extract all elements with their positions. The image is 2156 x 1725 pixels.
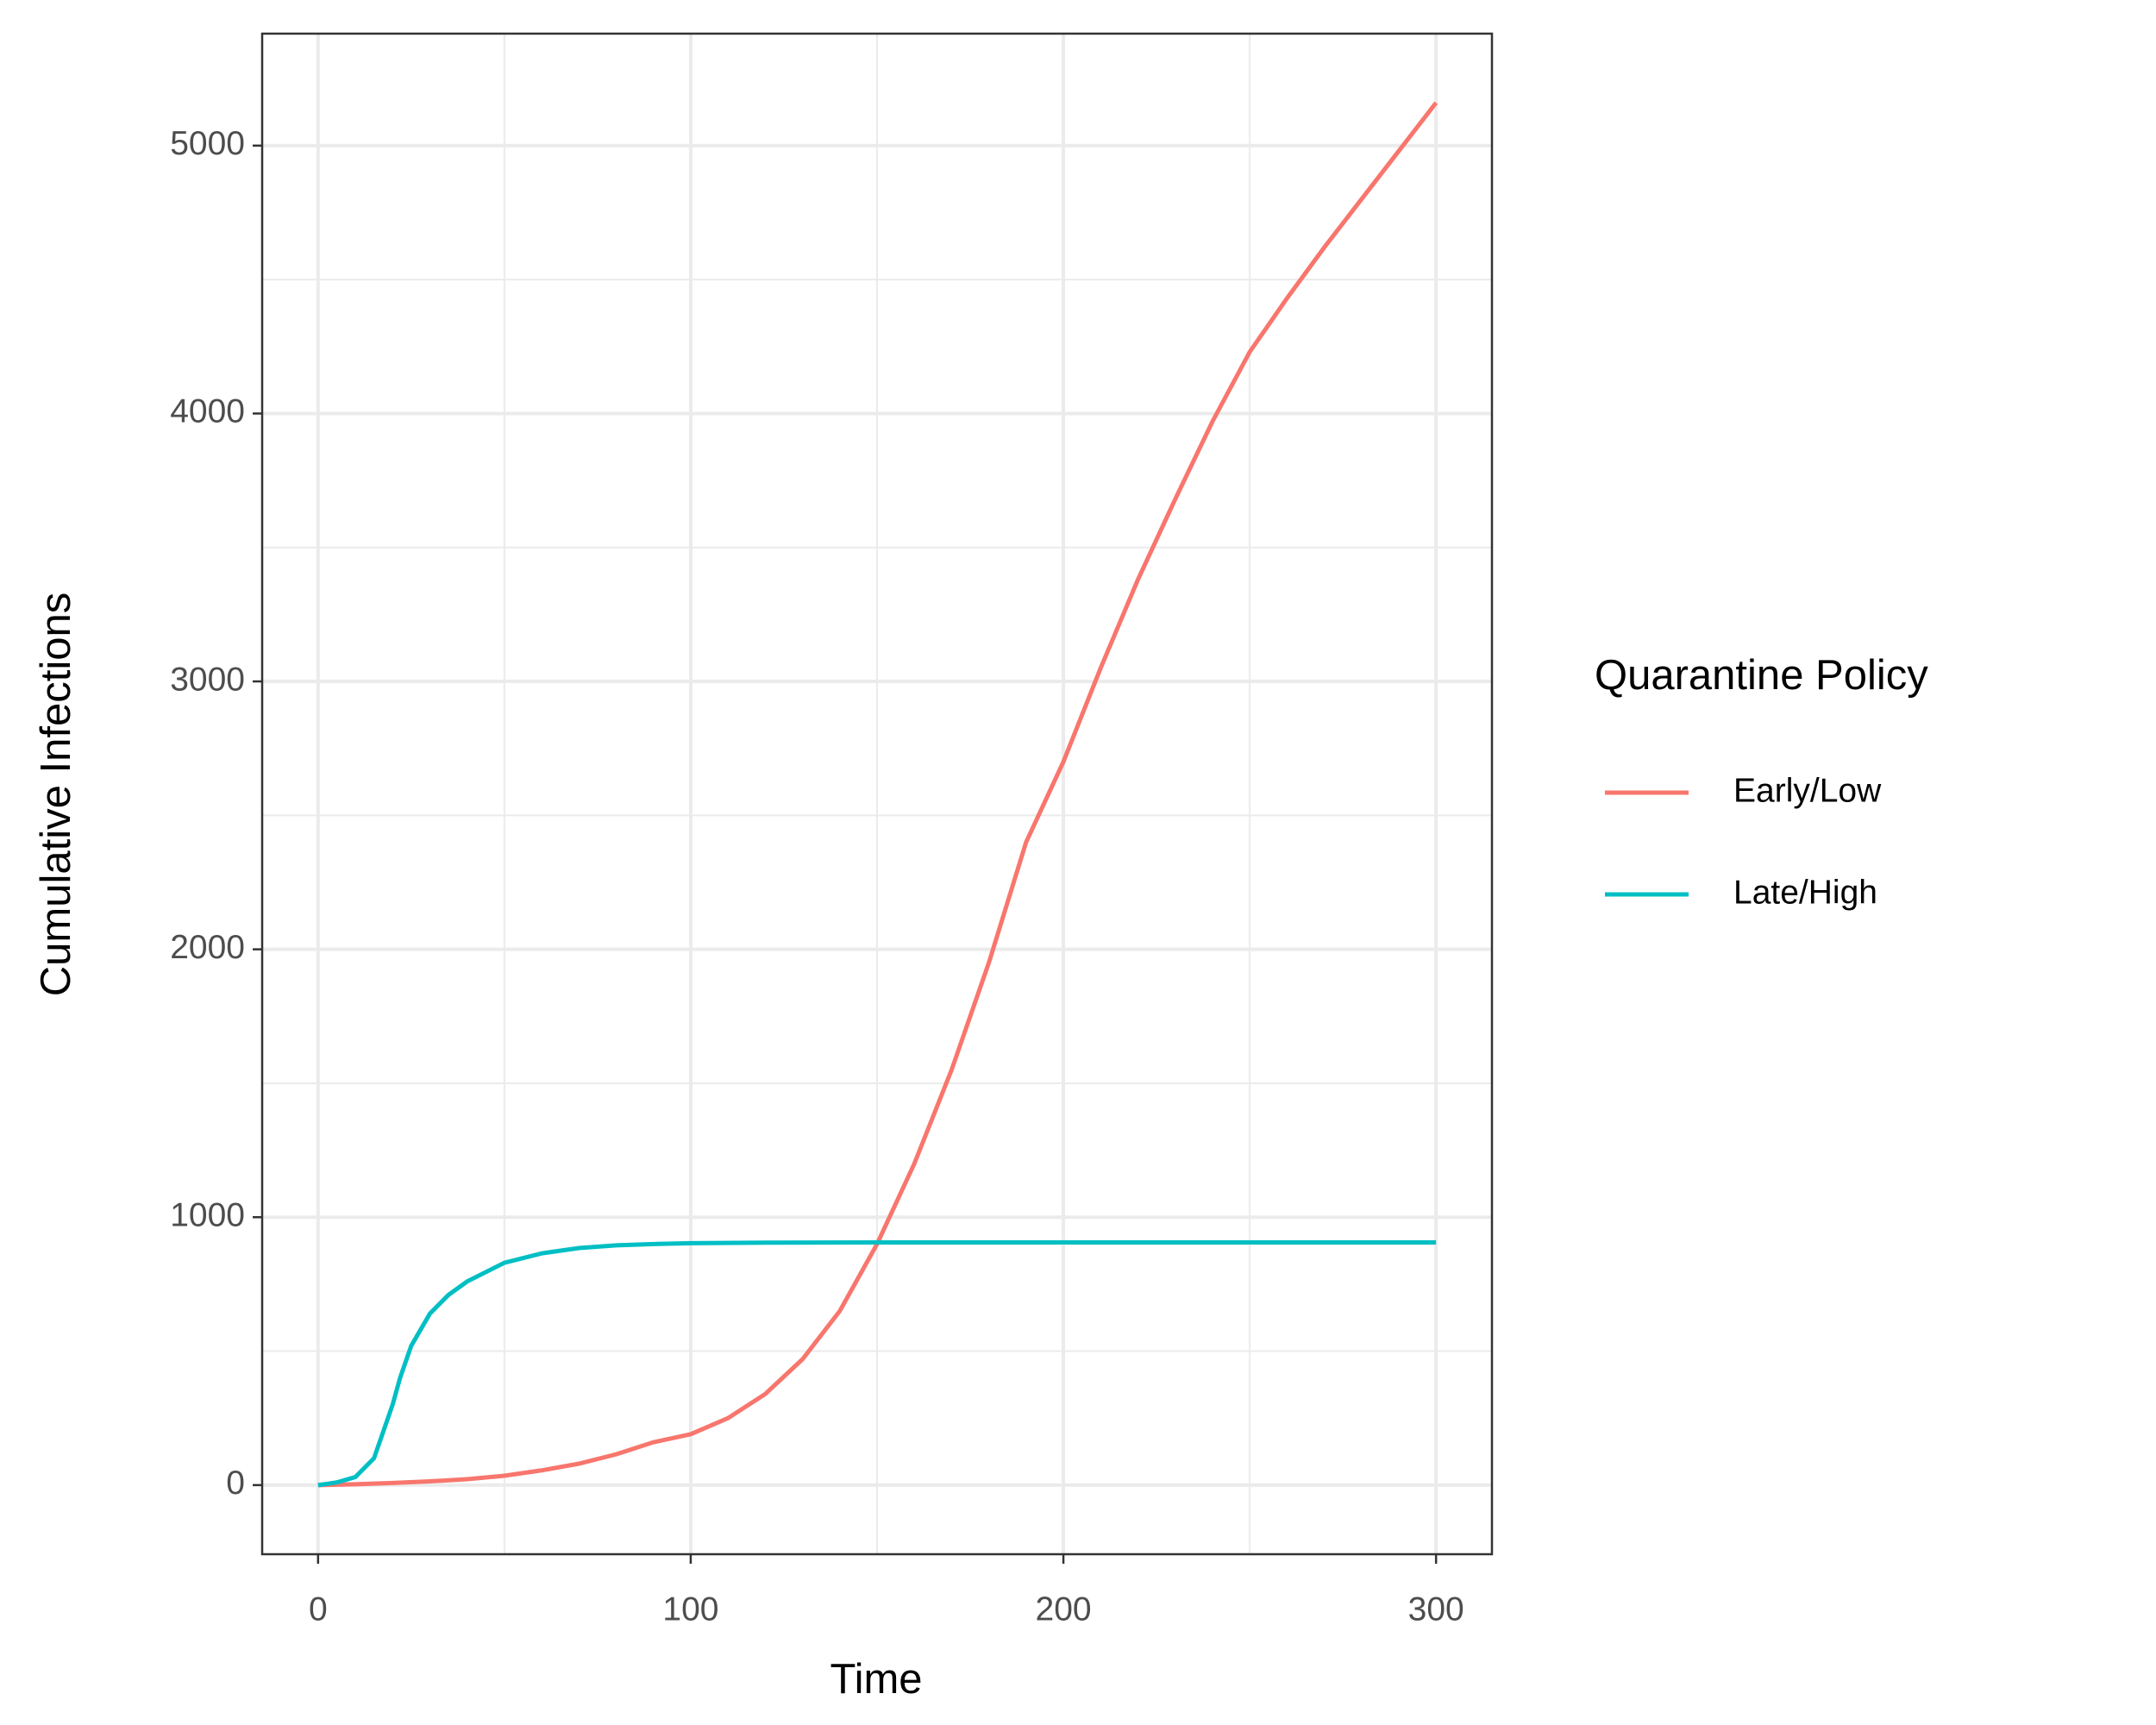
y-axis-title: Cumulative Infections — [33, 593, 79, 996]
legend-title: Quarantine Policy — [1595, 652, 1928, 699]
x-tick-label: 100 — [662, 1590, 718, 1628]
y-tick-label: 5000 — [170, 125, 245, 162]
y-tick-label: 4000 — [170, 393, 245, 430]
y-tick-label: 0 — [226, 1465, 245, 1502]
y-tick-label: 1000 — [170, 1197, 245, 1234]
y-tick-label: 2000 — [170, 929, 245, 966]
x-tick-label: 0 — [309, 1590, 328, 1628]
y-tick-label: 3000 — [170, 661, 245, 698]
legend-label: Early/Low — [1733, 772, 1882, 809]
x-tick-label: 300 — [1408, 1590, 1464, 1628]
line-series — [317, 1239, 1437, 1488]
x-tick-label: 200 — [1036, 1590, 1092, 1628]
plot-border — [260, 32, 1494, 1556]
x-axis-title: Time — [830, 1656, 922, 1703]
legend-label: Late/High — [1733, 874, 1877, 911]
